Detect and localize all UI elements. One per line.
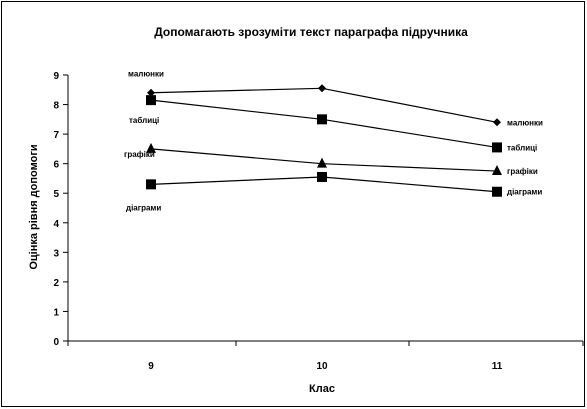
data-point-diahramy [317,171,327,182]
y-tick-label: 7 [53,130,59,141]
series-end-label-diahramy: діаграми [507,188,542,197]
x-tick-label: 9 [148,361,154,372]
data-point-hrafiky [492,165,502,176]
y-tick-label: 8 [53,101,59,112]
y-tick-label: 2 [53,278,59,289]
y-tick-label: 0 [53,337,59,348]
series-end-label-malyunky: малюнки [507,118,543,127]
y-axis-label: Оцінка рівня допомоги [28,144,40,269]
data-point-diahramy [492,186,502,197]
data-point-malyunky [318,84,326,93]
series-line-hrafiky [150,148,498,172]
series-label-diahramy: діаграми [126,203,161,212]
x-axis-label: Клас [309,383,335,395]
data-point-tablytsi [317,114,327,125]
x-tick-label: 11 [492,361,503,372]
series-label-hrafiky: графіки [124,150,155,159]
data-point-malyunky [493,118,501,127]
data-point-tablytsi [146,95,156,106]
data-point-tablytsi [492,142,502,153]
x-tick-label: 10 [316,361,328,372]
series-label-malyunky: малюнки [128,70,164,79]
y-tick-label: 1 [53,307,59,318]
series-end-label-tablytsi: таблиці [507,143,537,152]
y-tick-label: 5 [53,189,59,200]
chart-title: Допомагають зрозуміти текст параграфа пі… [154,25,468,39]
data-point-malyunky [147,88,155,97]
plot-area: 0 1 2 3 4 5 6 7 8 9 9 10 11 малюнки малюнки таблиці табл… [53,70,584,372]
y-tick-label: 4 [53,219,59,230]
y-tick-label: 3 [53,248,59,259]
y-tick-label: 6 [53,160,59,171]
data-point-diahramy [146,179,156,190]
series-label-tablytsi: таблиці [129,116,159,125]
data-point-hrafiky [146,142,156,153]
data-point-hrafiky [317,157,327,168]
y-tick-label: 9 [53,71,59,82]
series-end-label-hrafiky: графіки [507,167,538,176]
